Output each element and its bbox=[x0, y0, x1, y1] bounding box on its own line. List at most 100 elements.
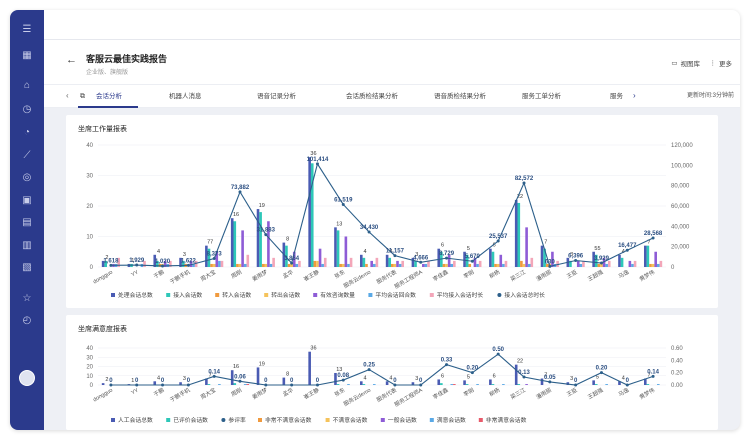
bar bbox=[339, 263, 342, 267]
line-data-label: 0.14 bbox=[208, 369, 220, 375]
bar bbox=[207, 248, 211, 267]
x-tick-label: 柳杨 bbox=[488, 268, 502, 281]
message-icon[interactable]: ▤ bbox=[22, 217, 32, 228]
x-tick-label: 王臣 bbox=[566, 268, 579, 280]
workload-report-card: 坐席工作量报表 0 10 20 30 40 0 20,000 40,000 60,000 80,0… bbox=[66, 115, 718, 308]
bar-data-label: 4 bbox=[622, 375, 625, 381]
tab-voice-qc[interactable]: 语音质检结果分析 bbox=[434, 93, 486, 100]
bar bbox=[243, 263, 247, 267]
monitor-icon[interactable]: ▣ bbox=[22, 195, 32, 206]
tabs-prev-icon[interactable]: ‹ bbox=[66, 91, 69, 100]
tab-voice-records[interactable]: 语音记录分析 bbox=[257, 93, 296, 100]
bar-data-label: 13 bbox=[336, 367, 342, 373]
tabs-next-icon[interactable]: › bbox=[633, 91, 636, 100]
bar bbox=[153, 254, 157, 267]
history-icon[interactable]: ◴ bbox=[22, 315, 32, 326]
view-library-button[interactable]: ▭ 视图库 bbox=[671, 60, 700, 68]
home-icon[interactable]: ⌂ bbox=[23, 80, 31, 91]
bar-data-label: 77 bbox=[207, 240, 213, 246]
bar bbox=[375, 257, 379, 267]
line-data-label: 0 bbox=[135, 378, 139, 384]
line-data-label: 34,430 bbox=[360, 225, 379, 231]
line-data-label: 1,622 bbox=[181, 258, 197, 264]
bar bbox=[391, 263, 394, 267]
legend-label: 转入会话数 bbox=[222, 291, 251, 299]
x-tick-label: 张东 bbox=[333, 386, 347, 399]
document-icon[interactable]: ▧ bbox=[22, 262, 32, 273]
pie-chart-icon[interactable]: ◔ bbox=[23, 127, 31, 138]
satisfaction-report-card: 坐席满意度报表 0 10 20 30 40 0.00 0.20 0.40 0.60 2 1 4 3 7 16… bbox=[66, 315, 718, 430]
tab-service-more[interactable]: 服务 bbox=[610, 93, 623, 100]
bar bbox=[594, 254, 598, 267]
y-right-tick-label: 120,000 bbox=[671, 143, 693, 149]
bar bbox=[313, 260, 317, 267]
book-icon[interactable]: ▥ bbox=[22, 240, 32, 251]
bar bbox=[365, 263, 368, 267]
report-header: ← 客服云最佳实践报告 企业版、旗舰版 ▭ 视图库 ⋮ 更多 bbox=[44, 40, 740, 84]
bar-data-label: 7 bbox=[544, 373, 547, 379]
tab-session-qc[interactable]: 会话质检结果分析 bbox=[346, 93, 398, 100]
legend-label: 非常不满意会话数 bbox=[265, 416, 312, 424]
tab-robot-messages[interactable]: 机器人消息 bbox=[169, 93, 202, 100]
line-point bbox=[264, 233, 268, 237]
bar bbox=[347, 263, 350, 267]
menu-icon[interactable]: ☰ bbox=[22, 24, 32, 35]
bar bbox=[651, 263, 655, 267]
bar-data-label: 4 bbox=[364, 249, 367, 255]
bar bbox=[323, 257, 327, 267]
workload-report-title: 坐席工作量报表 bbox=[78, 126, 127, 133]
bar bbox=[385, 254, 389, 267]
bar bbox=[600, 263, 603, 267]
bar bbox=[502, 384, 505, 385]
bar-data-label: 19 bbox=[259, 203, 265, 209]
bar bbox=[282, 377, 286, 385]
bar bbox=[422, 263, 425, 267]
y-left-tick-label: 40 bbox=[86, 346, 93, 352]
bar bbox=[491, 384, 495, 385]
line-data-label: 1,020 bbox=[155, 259, 171, 265]
line-chart-icon[interactable]: ⟋ bbox=[23, 150, 31, 161]
avatar[interactable] bbox=[19, 370, 35, 386]
bar bbox=[494, 263, 497, 267]
more-button[interactable]: ⋮ 更多 bbox=[709, 60, 733, 68]
line-point bbox=[470, 259, 474, 263]
x-tick-label: dongguo bbox=[92, 388, 114, 404]
x-tick-label: 服务工程师A bbox=[393, 386, 424, 409]
bar bbox=[316, 260, 319, 267]
bar bbox=[267, 221, 270, 267]
tab-session-analysis[interactable]: 会话分析 bbox=[96, 93, 122, 100]
line-point bbox=[599, 371, 603, 375]
star-icon[interactable]: ☆ bbox=[22, 293, 32, 304]
bar-data-label: 6 bbox=[441, 243, 444, 249]
bar bbox=[502, 263, 505, 267]
bar bbox=[189, 260, 193, 267]
line-point bbox=[238, 379, 242, 383]
more-icon: ⋮ bbox=[709, 60, 717, 67]
bar bbox=[398, 263, 402, 267]
bar-data-label: 1 bbox=[131, 258, 134, 264]
back-arrow-icon[interactable]: ← bbox=[66, 54, 77, 66]
target-icon[interactable]: ◎ bbox=[22, 172, 32, 183]
x-tick-label: 服务代表 bbox=[375, 386, 398, 404]
clock-icon[interactable]: ◷ bbox=[22, 104, 32, 115]
x-tick-label: 于鹏 bbox=[152, 386, 166, 399]
y-left-tick-label: 30 bbox=[86, 174, 93, 180]
bar-data-label: 3 bbox=[570, 376, 573, 382]
line-point bbox=[548, 264, 552, 268]
tab-service-orders[interactable]: 服务工单分析 bbox=[522, 93, 561, 100]
legend-label: 转出会话数 bbox=[271, 291, 300, 299]
line-data-label: 73,882 bbox=[231, 185, 250, 191]
line-point bbox=[161, 264, 165, 268]
bar-data-label: 19 bbox=[259, 361, 265, 367]
dashboard-icon[interactable]: ▦ bbox=[22, 50, 32, 61]
bar bbox=[344, 236, 348, 267]
bar bbox=[453, 260, 456, 267]
x-tick-label: 王超强 bbox=[586, 268, 605, 283]
bar bbox=[411, 257, 415, 267]
bar bbox=[656, 263, 660, 267]
line-point bbox=[238, 190, 242, 194]
bar bbox=[241, 230, 244, 267]
x-tick-label: 马逸 bbox=[617, 386, 631, 399]
y-right-tick-label: 80,000 bbox=[671, 184, 690, 190]
bar bbox=[478, 260, 482, 267]
